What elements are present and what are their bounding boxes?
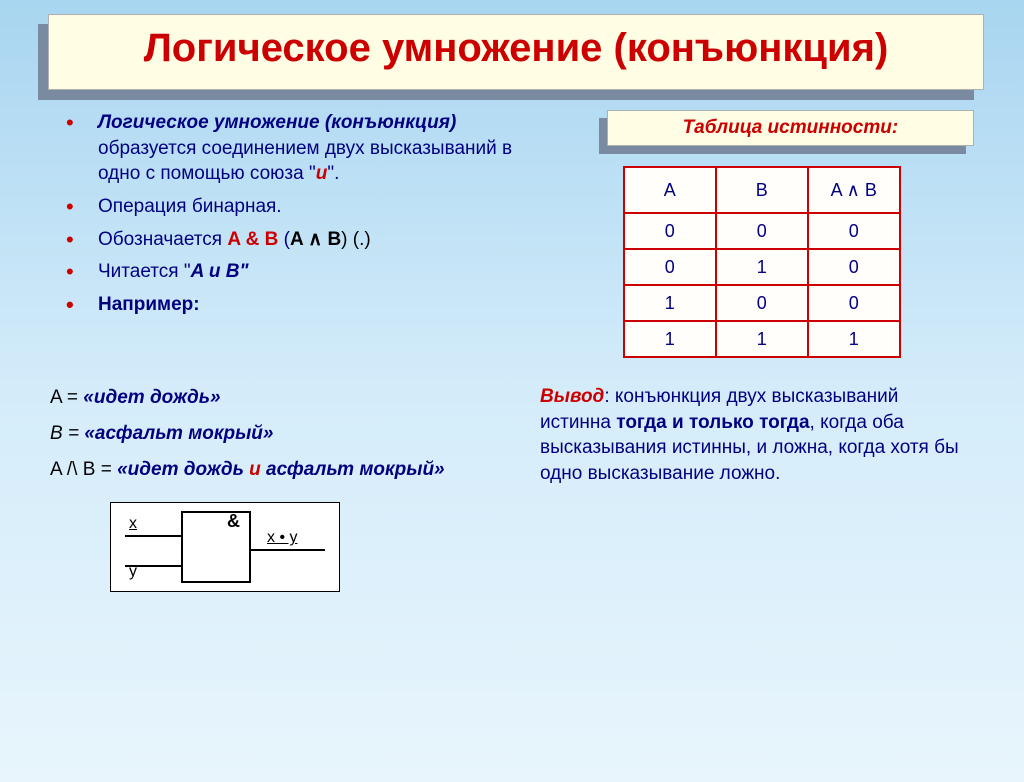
conclusion-text: Вывод: конъюнкция двух высказываний исти…	[540, 384, 960, 487]
right-column: Таблица истинности: A B A ∧ B 000 010 10…	[567, 110, 994, 358]
bullet-3-pre: Обозначается	[98, 229, 227, 250]
example-ab-post: асфальт мокрый»	[261, 459, 445, 480]
example-b-label: B =	[50, 423, 84, 444]
label-y: y	[129, 563, 137, 581]
example-ab-conj: и	[249, 459, 261, 480]
example-a-label: A =	[50, 387, 83, 408]
examples-block: A = «идет дождь» B = «асфальт мокрый» A …	[50, 380, 540, 488]
table-row: 000	[624, 213, 900, 249]
truth-title-box: Таблица истинности:	[607, 110, 974, 146]
table-row: 111	[624, 321, 900, 357]
bullet-1-end: ".	[327, 163, 339, 184]
title-box: Логическое умножение (конъюнкция)	[48, 14, 984, 90]
bullet-5: Например:	[50, 292, 547, 318]
label-out: x • y	[267, 529, 298, 547]
logic-gate-diagram: & x y x • y	[110, 502, 340, 592]
and-gate-icon	[181, 511, 251, 583]
conclusion-bold: тогда и только тогда	[616, 412, 809, 433]
left-column: Логическое умножение (конъюнкция) образу…	[50, 110, 547, 358]
table-header-row: A B A ∧ B	[624, 167, 900, 213]
wire-out	[251, 549, 325, 551]
bullet-1: Логическое умножение (конъюнкция) образу…	[50, 110, 547, 187]
page-title: Логическое умножение (конъюнкция)	[79, 25, 953, 71]
bullet-1-conj: и	[316, 163, 328, 184]
example-a: A = «идет дождь»	[50, 380, 540, 416]
wire-x	[125, 535, 181, 537]
table-row: 010	[624, 249, 900, 285]
bullet-3-mid: (	[278, 229, 290, 250]
example-b-value: «асфальт мокрый»	[84, 423, 273, 444]
bullet-1-text: образуется соединением двух высказываний…	[98, 138, 512, 185]
title-panel: Логическое умножение (конъюнкция)	[48, 14, 984, 90]
bullet-3-end: ) (.)	[341, 229, 371, 250]
label-x: x	[129, 515, 137, 533]
th-ab: A ∧ B	[808, 167, 900, 213]
bullet-3: Обозначается A & B (A ∧ B) (.)	[50, 227, 547, 253]
bullet-4: Читается "A и B"	[50, 259, 547, 285]
bullet-1-term: Логическое умножение (конъюнкция)	[98, 112, 456, 133]
gate-symbol: &	[227, 511, 240, 532]
bullet-3-red: A & B	[227, 229, 278, 250]
th-a: A	[624, 167, 716, 213]
truth-title: Таблица истинности:	[683, 117, 899, 138]
bullet-4-ital: A и B"	[191, 261, 249, 282]
example-b: B = «асфальт мокрый»	[50, 416, 540, 452]
example-ab-label: A /\ B =	[50, 459, 117, 480]
example-a-value: «идет дождь»	[83, 387, 220, 408]
truth-title-wrap: Таблица истинности:	[607, 110, 974, 146]
bullet-list: Логическое умножение (конъюнкция) образу…	[50, 110, 547, 317]
th-b: B	[716, 167, 808, 213]
example-ab-pre: «идет дождь	[117, 459, 249, 480]
conclusion-lead: Вывод	[540, 386, 604, 407]
truth-table: A B A ∧ B 000 010 100 111	[623, 166, 901, 358]
content-columns: Логическое умножение (конъюнкция) образу…	[0, 110, 1024, 358]
example-ab: A /\ B = «идет дождь и асфальт мокрый»	[50, 452, 540, 488]
table-row: 100	[624, 285, 900, 321]
bullet-2: Операция бинарная.	[50, 194, 547, 220]
bullet-4-pre: Читается "	[98, 261, 191, 282]
bullet-3-bold: A ∧ B	[290, 229, 341, 250]
